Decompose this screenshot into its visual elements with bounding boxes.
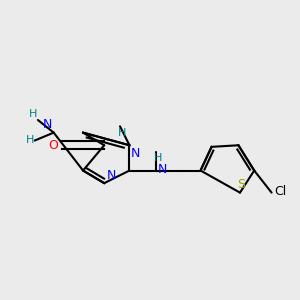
Text: H: H <box>26 135 34 145</box>
Text: N: N <box>107 169 116 182</box>
Text: Cl: Cl <box>274 185 286 199</box>
Text: H: H <box>154 152 162 163</box>
Text: O: O <box>48 139 58 152</box>
Text: N: N <box>158 163 167 176</box>
Text: H: H <box>28 109 37 119</box>
Text: H: H <box>117 128 126 138</box>
Text: N: N <box>43 118 52 131</box>
Text: N: N <box>131 147 140 160</box>
Text: S: S <box>237 178 245 191</box>
